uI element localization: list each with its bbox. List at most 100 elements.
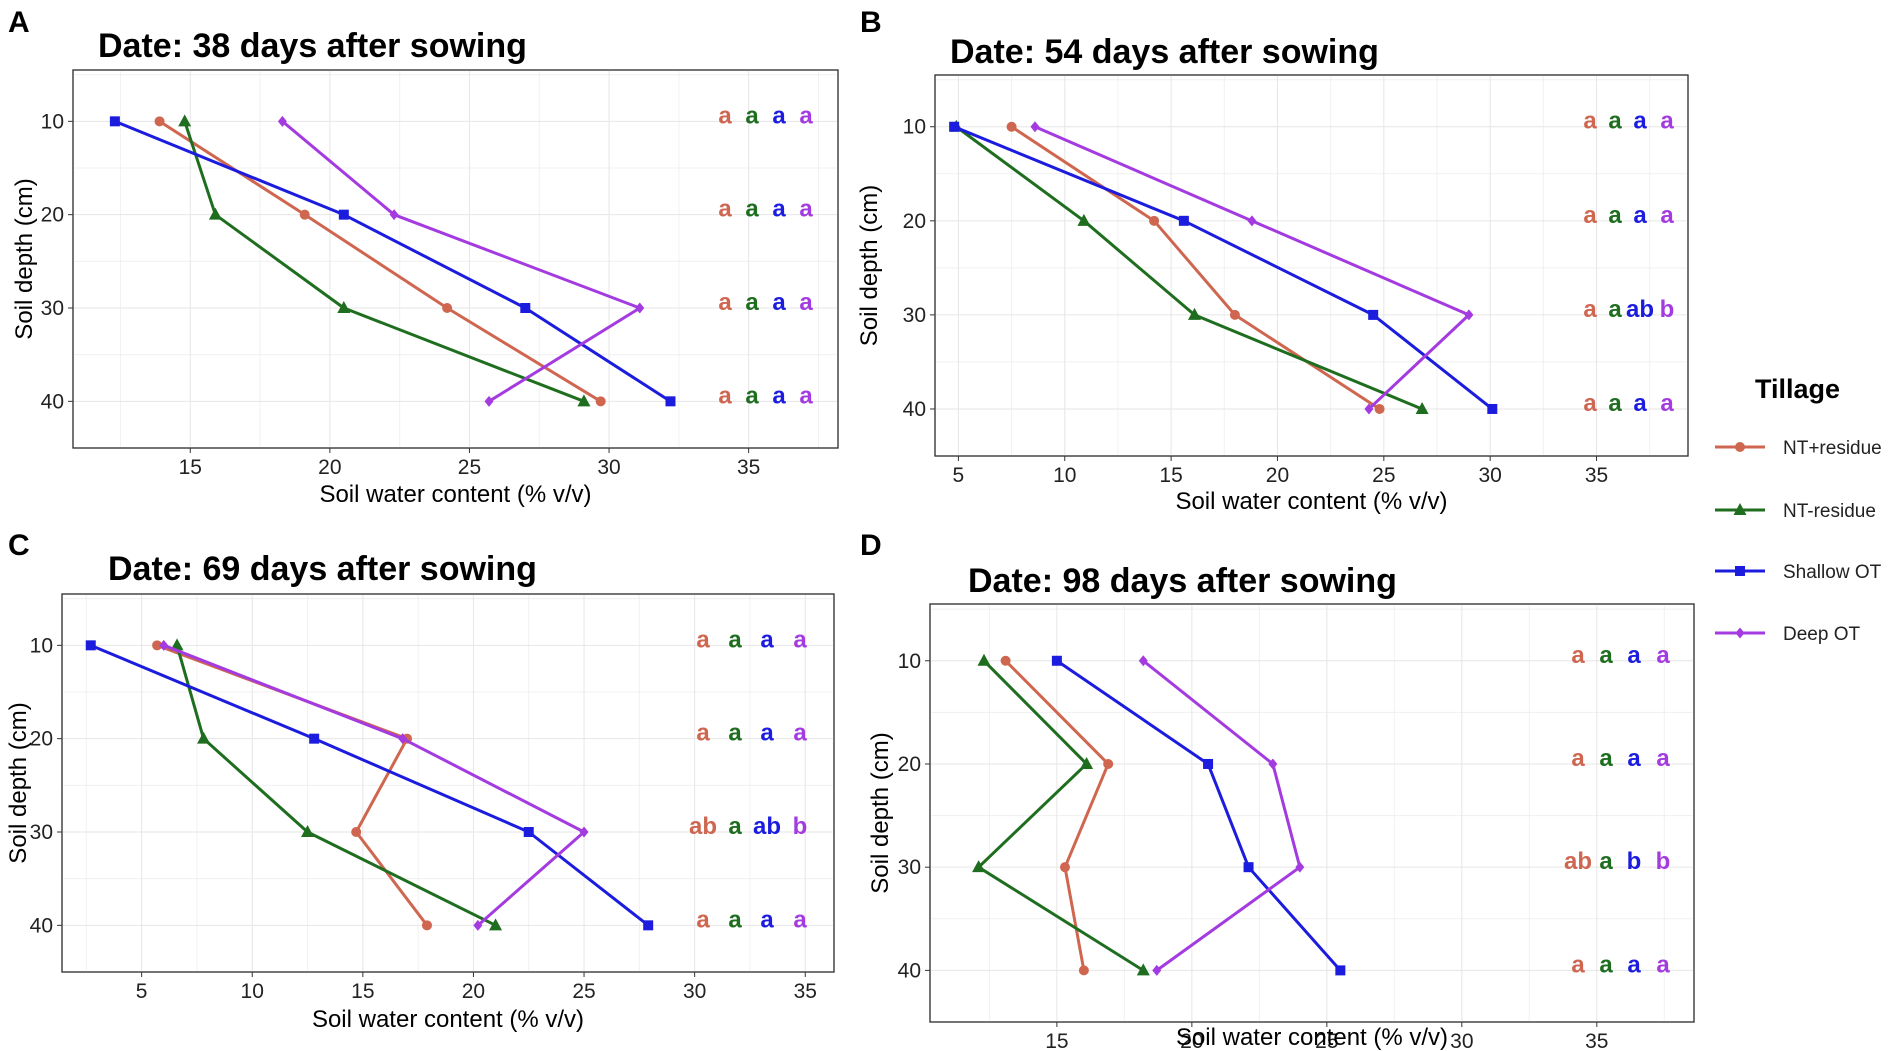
data-point-nt-residue xyxy=(301,825,315,837)
x-tick-label: 25 xyxy=(458,456,481,479)
data-point-nt-residue xyxy=(1006,121,1017,132)
significance-letter: a xyxy=(1571,951,1585,978)
data-point-deep-ot xyxy=(1268,758,1278,770)
x-tick-label: 20 xyxy=(318,456,341,479)
legend-marker-nt-residue xyxy=(1735,442,1745,452)
data-point-nt-residue xyxy=(442,303,453,313)
data-point-nt-residue xyxy=(1103,758,1114,769)
series-line-shallow-ot xyxy=(90,643,650,927)
x-tick-label: 15 xyxy=(1159,464,1182,487)
data-point-nt-residue xyxy=(152,640,163,651)
significance-letter: a xyxy=(1583,296,1597,323)
series-line-deep-ot xyxy=(1142,659,1302,972)
significance-letter: a xyxy=(760,626,774,653)
data-point-deep-ot xyxy=(473,919,483,931)
x-tick-label: 20 xyxy=(462,980,485,1003)
panel-d-title: Date: 98 days after sowing xyxy=(968,562,1397,600)
significance-letter: a xyxy=(1583,202,1597,229)
data-point-shallow-ot xyxy=(665,396,676,407)
significance-letter: a xyxy=(745,102,759,129)
x-tick-label: 10 xyxy=(241,980,264,1003)
data-point-nt-residue xyxy=(977,653,991,666)
significance-letter: ab xyxy=(689,813,717,840)
significance-letter: a xyxy=(1583,108,1597,135)
y-tick-label: 30 xyxy=(41,297,64,320)
x-axis-label: Soil water content (% v/v) xyxy=(319,481,591,508)
x-tick-label: 30 xyxy=(1450,1030,1473,1051)
data-point-nt-residue xyxy=(972,860,986,873)
significance-letter: a xyxy=(696,906,710,933)
y-tick-label: 30 xyxy=(903,304,926,327)
significance-letter: a xyxy=(718,102,732,129)
significance-letter: a xyxy=(1627,951,1641,978)
significance-letter: a xyxy=(1633,202,1647,229)
series-line-nt-residue xyxy=(175,644,497,927)
data-point-nt-residue xyxy=(489,918,503,931)
x-tick-label: 20 xyxy=(1180,1030,1203,1051)
x-tick-label: 20 xyxy=(1266,464,1289,487)
significance-letter: b xyxy=(793,813,808,840)
significance-letter: a xyxy=(728,906,742,933)
data-point-nt-residue xyxy=(1077,213,1091,226)
data-point-nt-residue xyxy=(208,207,222,220)
x-tick-label: 35 xyxy=(1585,1030,1608,1051)
data-point-nt-residue xyxy=(154,116,165,127)
data-point-nt-residue xyxy=(351,827,362,837)
series-line-nt-residue xyxy=(183,120,585,403)
data-point-nt-residue xyxy=(1078,965,1089,976)
significance-letter: a xyxy=(772,289,786,316)
y-tick-label: 10 xyxy=(903,116,926,139)
x-axis-label: Soil water content (% v/v) xyxy=(312,1006,584,1033)
significance-letter: a xyxy=(1599,951,1613,978)
significance-letter: a xyxy=(1608,108,1622,135)
panel-letter-a: A xyxy=(8,6,30,39)
data-point-shallow-ot xyxy=(85,640,96,651)
significance-letter: a xyxy=(799,196,813,223)
y-axis-label: Soil depth (cm) xyxy=(867,732,894,893)
legend-label-shallow-ot: Shallow OT xyxy=(1783,562,1882,583)
data-point-nt-residue xyxy=(1188,307,1202,320)
x-tick-label: 25 xyxy=(1315,1030,1338,1051)
series-line-deep-ot xyxy=(1034,125,1471,411)
x-tick-label: 35 xyxy=(794,980,817,1003)
y-tick-label: 40 xyxy=(898,959,921,982)
significance-letter: a xyxy=(1599,848,1613,875)
data-point-shallow-ot xyxy=(338,209,349,220)
data-point-shallow-ot xyxy=(1178,215,1189,226)
panel-letter-b: B xyxy=(860,6,882,39)
significance-letter: a xyxy=(1660,108,1674,135)
x-tick-label: 25 xyxy=(572,980,595,1003)
y-axis-label: Soil depth (cm) xyxy=(5,702,32,863)
data-point-deep-ot xyxy=(635,302,645,314)
significance-letter: ab xyxy=(753,813,781,840)
significance-letter: a xyxy=(772,196,786,223)
plot-area xyxy=(72,69,839,449)
significance-letter: a xyxy=(793,626,807,653)
data-point-deep-ot xyxy=(1464,309,1474,321)
significance-letter: a xyxy=(745,289,759,316)
data-point-nt-residue xyxy=(1080,756,1094,769)
legend-marker-nt-residue xyxy=(1733,503,1747,515)
data-point-deep-ot xyxy=(389,209,399,221)
data-point-deep-ot xyxy=(579,826,589,838)
x-tick-label: 5 xyxy=(136,980,148,1003)
series-line-shallow-ot xyxy=(1056,659,1342,972)
significance-letter: a xyxy=(745,196,759,223)
y-tick-label: 10 xyxy=(41,110,64,133)
significance-letter: a xyxy=(1599,745,1613,772)
x-tick-label: 25 xyxy=(1372,464,1395,487)
legend-marker-shallow-ot xyxy=(1735,566,1745,576)
significance-letter: a xyxy=(1660,390,1674,417)
y-tick-label: 30 xyxy=(898,856,921,879)
x-tick-label: 35 xyxy=(1585,464,1608,487)
data-point-nt-residue xyxy=(1374,403,1385,414)
significance-letter: a xyxy=(728,813,742,840)
significance-letter: a xyxy=(718,382,732,409)
legend-marker-deep-ot xyxy=(1735,627,1745,639)
legend-label-nt-residue: NT-residue xyxy=(1783,501,1876,522)
legend-label-nt-residue: NT+residue xyxy=(1783,438,1882,459)
series-line-nt-residue xyxy=(977,659,1145,972)
series-line-shallow-ot xyxy=(953,125,1494,411)
y-axis-label: Soil depth (cm) xyxy=(11,178,38,339)
